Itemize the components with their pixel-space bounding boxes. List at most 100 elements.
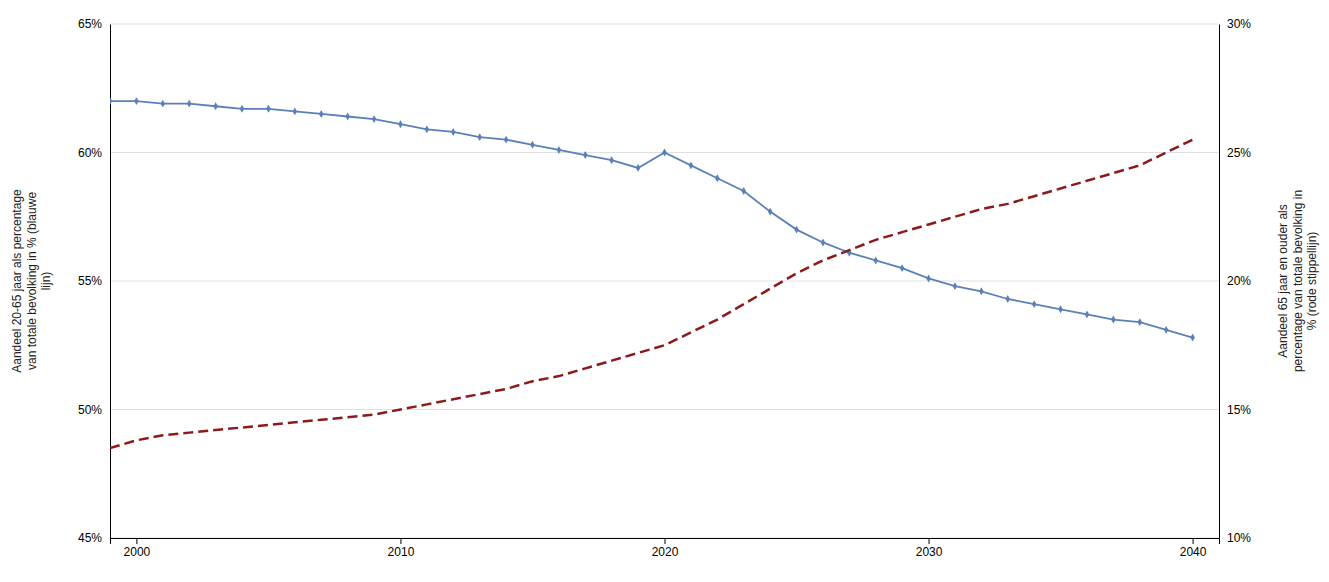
tick: 2030 [916,538,943,559]
plot-root: 2000 2010 2020 2030 2040 45% 50% 55% 60% 65% 10% 15… [78,17,1251,558]
marker [1005,295,1010,303]
x-axis: 2000 2010 2020 2030 2040 [111,538,1220,559]
tick: 65% [78,17,110,31]
axis-line [111,539,1220,545]
tick: 30% [1219,17,1251,31]
y2-axis: 10% 15% 20% 25% 30% [1219,17,1251,545]
tick-label: 2040 [1180,545,1207,559]
marker [293,107,298,115]
grid-line [110,409,1219,410]
marker [530,141,535,149]
marker [187,100,192,108]
chart: 2000 2010 2020 2030 2040 45% 50% 55% 60% 65% 10% 15… [0,0,1329,582]
marker [1190,334,1195,342]
marker [1111,316,1116,324]
axis-title-line: percentage van totale bevolking in [1291,190,1305,372]
series [110,140,1193,448]
axis-title-line: lijn) [39,272,53,291]
tick-mark [136,538,137,544]
marker [213,102,218,110]
tick: 10% [1219,531,1251,545]
marker [1164,326,1169,334]
tick-label: 55% [78,274,102,288]
tick: 15% [1219,403,1251,417]
marker [768,208,773,216]
tick-label: 2020 [652,545,679,559]
axis-title-line: van totale bevolking in % (blauwe [25,192,39,370]
tick: 2010 [388,538,415,559]
marker [873,256,878,264]
marker [583,151,588,159]
marker [110,97,112,105]
tick: 45% [78,531,110,545]
marker [1085,310,1090,318]
marker [1058,305,1063,313]
marker [134,97,139,105]
tick-mark [400,538,401,544]
marker [1032,300,1037,308]
marker [319,110,324,118]
series [110,97,1195,341]
tick: 2040 [1180,538,1207,559]
marker [425,125,430,133]
marker [715,174,720,182]
y-axis: 45% 50% 55% 60% 65% [78,17,111,545]
tick: 55% [78,274,110,288]
axis-title: Aandeel 65 jaar en ouder alspercentage v… [1276,190,1319,372]
tick-label: 60% [78,146,102,160]
marker [900,264,905,272]
marker [557,146,562,154]
tick-mark [1193,538,1194,544]
series-line [110,101,1193,337]
tick-label: 50% [78,403,102,417]
tick-label: 65% [78,17,102,31]
marker [609,156,614,164]
axis-line [1219,25,1220,539]
tick-label: 30% [1227,17,1251,31]
tick: 50% [78,403,110,417]
tick-label: 2000 [124,545,151,559]
marker [821,239,826,247]
tick-label: 15% [1227,403,1251,417]
marker [345,113,350,121]
plot-area [110,97,1195,448]
marker [689,161,694,169]
tick-label: 20% [1227,274,1251,288]
marker [398,120,403,128]
series-line [110,140,1193,448]
tick-label: 2010 [388,545,415,559]
tick: 2020 [652,538,679,559]
marker [451,128,456,136]
grid [110,24,1219,538]
tick-label: 2030 [916,545,943,559]
marker [1138,318,1143,326]
marker [979,287,984,295]
tick-label: 10% [1227,531,1251,545]
marker [741,187,746,195]
axis-title: Aandeel 20-65 jaar als percentagevan tot… [10,189,53,373]
marker [372,115,377,123]
marker [266,105,271,113]
tick-label: 45% [78,531,102,545]
tick-mark [665,538,666,544]
marker [926,274,931,282]
marker [477,133,482,141]
marker [953,282,958,290]
tick-label: 25% [1227,146,1251,160]
tick: 25% [1219,146,1251,160]
tick: 20% [1219,274,1251,288]
marker [240,105,245,113]
marker [161,100,166,108]
marker [662,149,667,157]
marker [794,226,799,234]
axis-title-line: % (rode stippellijn) [1305,232,1319,331]
tick-mark [929,538,930,544]
marker [636,164,641,172]
tick: 60% [78,146,110,160]
axis-title-line: Aandeel 65 jaar en ouder als [1276,204,1290,357]
grid-line [110,281,1219,282]
axis-title-line: Aandeel 20-65 jaar als percentage [10,189,24,373]
grid-line [110,24,1219,25]
tick: 2000 [124,538,151,559]
marker [504,136,509,144]
